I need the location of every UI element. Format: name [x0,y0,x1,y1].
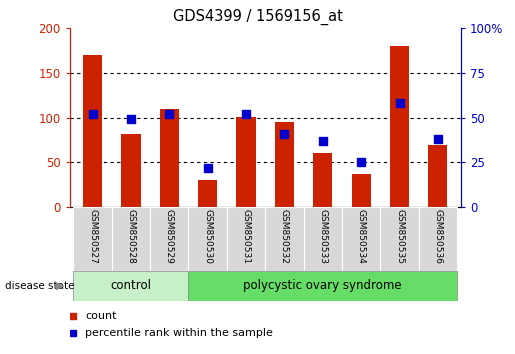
Text: percentile rank within the sample: percentile rank within the sample [85,328,273,338]
Bar [83,55,102,207]
Text: GSM850528: GSM850528 [126,209,135,264]
Point [165,111,174,117]
Text: GSM850536: GSM850536 [434,209,442,264]
Point [127,117,135,122]
Bar [227,207,265,271]
Point [242,111,250,117]
Bar [112,207,150,271]
Point [434,136,442,142]
Bar [419,207,457,271]
Text: disease state: disease state [5,281,75,291]
Bar [352,174,371,207]
Bar [265,207,304,271]
Text: ▶: ▶ [56,281,64,291]
Text: GSM850533: GSM850533 [318,209,328,264]
Bar [275,122,294,207]
Text: GSM850530: GSM850530 [203,209,212,264]
Text: GSM850535: GSM850535 [395,209,404,264]
Bar [150,207,188,271]
Text: GSM850529: GSM850529 [165,209,174,264]
Bar [428,144,448,207]
Text: GSM850532: GSM850532 [280,209,289,264]
Bar [188,271,457,301]
Point [280,131,288,137]
Text: polycystic ovary syndrome: polycystic ovary syndrome [244,279,402,292]
Text: GSM850534: GSM850534 [357,209,366,264]
Point [357,160,365,165]
Point [203,165,212,171]
Text: GSM850531: GSM850531 [242,209,250,264]
Bar [381,207,419,271]
Bar [198,180,217,207]
Point [319,138,327,144]
Text: count: count [85,311,117,321]
Bar [188,207,227,271]
Bar [73,271,188,301]
Bar [313,154,332,207]
Text: control: control [110,279,151,292]
Text: GDS4399 / 1569156_at: GDS4399 / 1569156_at [173,9,342,25]
Bar [390,46,409,207]
Bar [160,109,179,207]
Bar [122,134,141,207]
Bar [73,207,112,271]
Point [89,111,97,117]
Bar [304,207,342,271]
Text: GSM850527: GSM850527 [88,209,97,264]
Bar [342,207,381,271]
Bar [236,117,255,207]
Point [396,101,404,106]
